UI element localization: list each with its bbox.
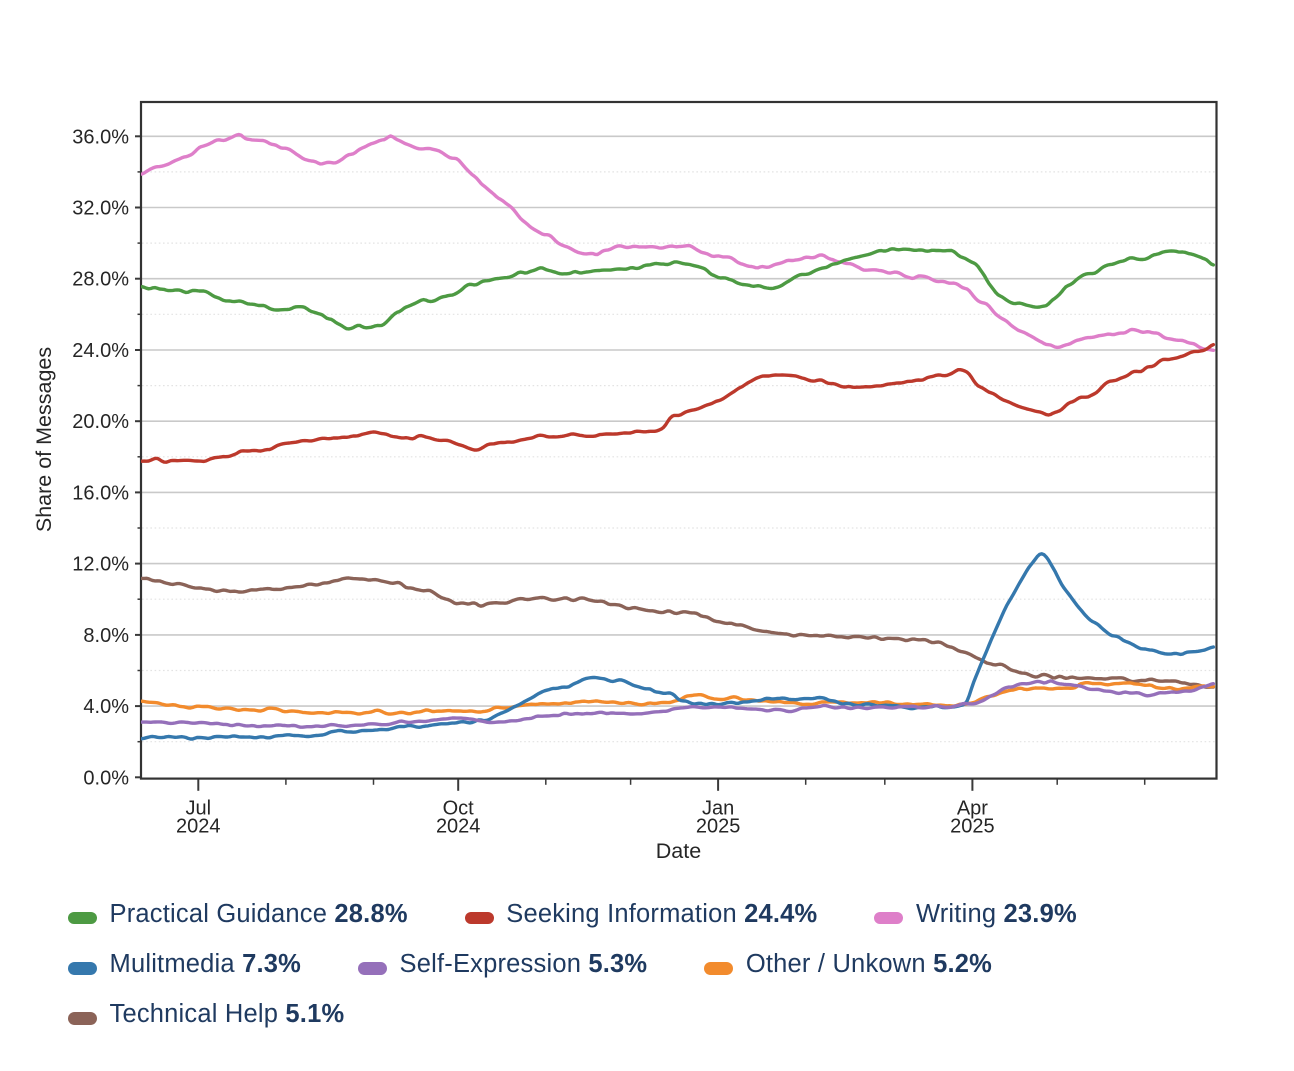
svg-text:4.0%: 4.0% xyxy=(83,696,129,718)
svg-text:8.0%: 8.0% xyxy=(83,625,129,647)
svg-text:Jan: Jan xyxy=(702,798,734,820)
svg-text:28.0%: 28.0% xyxy=(72,269,129,291)
svg-text:Share of Messages: Share of Messages xyxy=(32,347,56,532)
svg-text:Apr: Apr xyxy=(957,798,988,820)
svg-text:24.0%: 24.0% xyxy=(72,340,129,362)
svg-text:2024: 2024 xyxy=(176,816,221,838)
svg-text:16.0%: 16.0% xyxy=(72,482,129,504)
svg-text:0.0%: 0.0% xyxy=(83,767,129,789)
svg-text:20.0%: 20.0% xyxy=(72,411,129,433)
svg-text:2024: 2024 xyxy=(436,816,481,838)
svg-text:12.0%: 12.0% xyxy=(72,554,129,576)
svg-text:36.0%: 36.0% xyxy=(72,126,129,148)
svg-text:Jul: Jul xyxy=(186,798,212,820)
svg-text:32.0%: 32.0% xyxy=(72,198,129,220)
svg-text:Oct: Oct xyxy=(443,798,475,820)
svg-text:Date: Date xyxy=(656,839,701,863)
svg-text:2025: 2025 xyxy=(950,816,995,838)
svg-text:2025: 2025 xyxy=(696,816,741,838)
